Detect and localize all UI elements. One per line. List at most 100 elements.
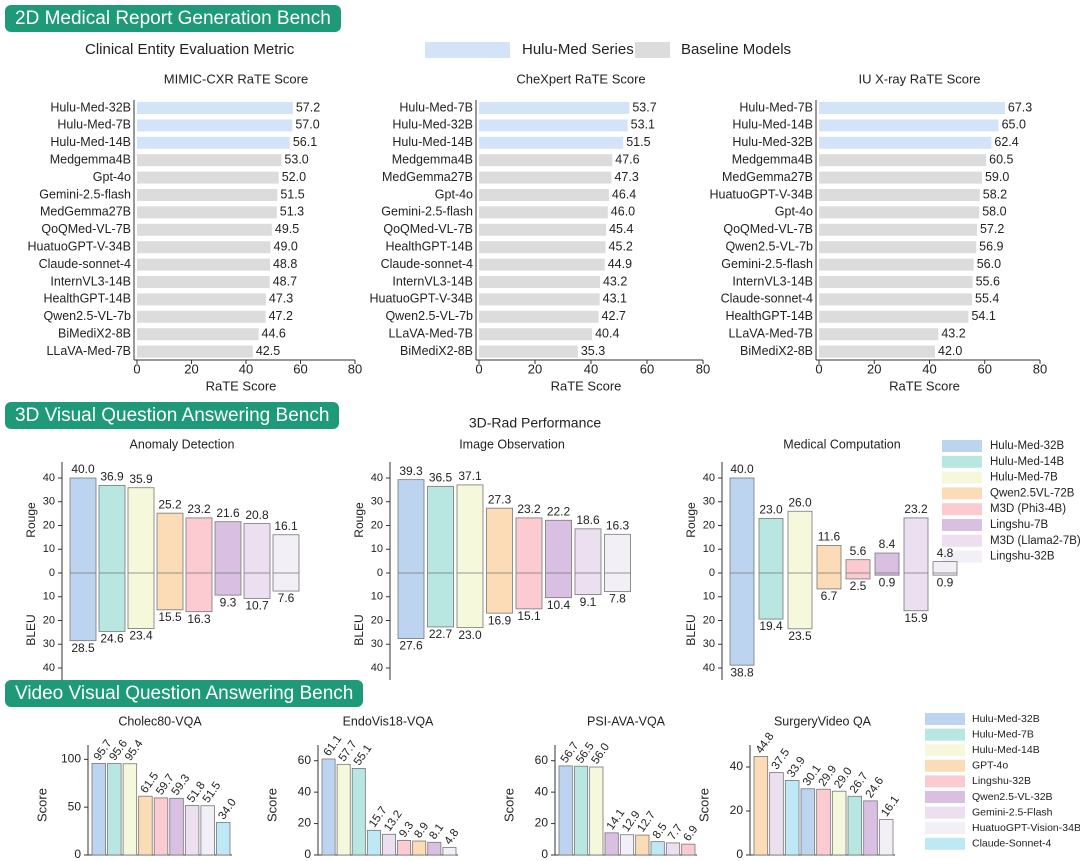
section-header-video-vqa: Video Visual Question Answering Bench	[5, 680, 364, 707]
bar	[479, 206, 608, 219]
value-label: 58.2	[983, 187, 1007, 201]
bar	[137, 119, 293, 132]
x-tick-label: 0	[475, 361, 482, 376]
legend-label: Lingshu-32B	[990, 551, 1055, 563]
bar	[479, 310, 599, 323]
bleu-value-label: 7.8	[609, 592, 626, 606]
bar	[272, 534, 300, 592]
category-label: HuatuoGPT-V-34B	[709, 187, 813, 201]
x-axis-label: RaTE Score	[206, 378, 277, 393]
section-header-report: 2D Medical Report Generation Bench	[5, 5, 341, 32]
bar	[515, 517, 543, 610]
value-label: 42.0	[938, 344, 962, 358]
bleu-value-label: 10.7	[245, 599, 269, 613]
legend-label: Hulu-Med-7B	[990, 472, 1058, 484]
y-tick-label: 20	[371, 614, 383, 626]
value-label: 49.5	[275, 222, 299, 236]
bar	[479, 345, 578, 358]
rouge-value-label: 16.1	[274, 519, 298, 533]
bar	[137, 310, 266, 323]
bar	[137, 136, 290, 149]
y-axis-label-rouge: Rouge	[24, 502, 38, 538]
bar	[137, 345, 253, 358]
value-label: 47.6	[615, 152, 639, 166]
y-axis-label-bleu: BLEU	[24, 614, 38, 645]
legend-label: GPT-4o	[972, 760, 1008, 772]
value-label: 57.2	[296, 100, 320, 114]
bar	[819, 154, 987, 167]
bleu-value-label: 24.6	[100, 632, 124, 646]
value-label: 7.7	[666, 822, 685, 842]
bar	[650, 841, 665, 856]
bar	[831, 790, 847, 856]
bar	[665, 842, 681, 856]
y-tick-label: 20	[730, 803, 744, 817]
legend-swatch	[942, 455, 982, 468]
bleu-value-label: 16.3	[187, 612, 211, 626]
value-label: 51.5	[280, 187, 304, 201]
bar	[397, 479, 425, 639]
y-tick-label: 20	[703, 519, 715, 531]
y-tick-label: 40	[703, 472, 715, 484]
chart-title: SurgeryVideo QA	[774, 714, 872, 728]
category-label: Hulu-Med-32B	[50, 100, 131, 114]
rouge-value-label: 18.6	[576, 513, 600, 527]
legend-swatch	[942, 550, 982, 563]
value-label: 51.5	[626, 135, 650, 149]
value-label: 49.0	[274, 239, 298, 253]
value-label: 47.3	[614, 170, 638, 184]
value-label: 44.8	[754, 731, 777, 756]
bar	[863, 800, 878, 856]
bar	[604, 832, 619, 856]
y-tick-label: 10	[43, 591, 55, 603]
y-tick-label: 60	[535, 753, 549, 767]
value-label: 53.7	[632, 100, 656, 114]
category-label: Gpt-4o	[775, 205, 813, 219]
x-tick-label: 20	[528, 361, 542, 376]
bar	[456, 484, 484, 629]
bar	[819, 189, 980, 201]
legend-swatch	[942, 440, 982, 452]
value-label: 46.4	[612, 187, 636, 201]
bar	[681, 843, 696, 856]
legend-swatch-hulu	[425, 42, 510, 58]
rouge-value-label: 37.1	[458, 469, 482, 483]
bleu-value-label: 10.4	[547, 598, 571, 612]
bar	[397, 839, 412, 856]
value-label: 56.0	[977, 257, 1001, 271]
bar	[486, 507, 513, 614]
bleu-value-label: 0.9	[937, 575, 954, 589]
value-label: 40.4	[595, 326, 619, 340]
x-tick-label: 40	[239, 361, 253, 376]
bar	[819, 258, 974, 271]
category-label: Claude-sonnet-4	[381, 257, 473, 271]
bar	[200, 805, 215, 856]
bar	[216, 822, 231, 856]
legend-swatch	[925, 822, 965, 835]
y-tick-label: 30	[703, 496, 715, 508]
bleu-value-label: 6.7	[821, 589, 838, 603]
rouge-value-label: 23.0	[759, 503, 783, 517]
bar	[479, 189, 609, 201]
rouge-value-label: 36.5	[429, 470, 453, 484]
value-label: 58.0	[982, 205, 1006, 219]
category-label: LLaVA-Med-7B	[728, 326, 813, 340]
y-tick-label: 10	[703, 543, 715, 555]
bar	[366, 829, 381, 856]
y-tick-label: 0	[304, 847, 311, 861]
y-tick-label: 30	[371, 638, 383, 650]
category-label: Claude-sonnet-4	[39, 257, 131, 271]
chart-title: IU X-ray RaTE Score	[858, 71, 980, 86]
rouge-value-label: 22.2	[547, 504, 571, 518]
bar	[138, 795, 153, 856]
legend-label: HuatuoGPT-Vision-34B	[972, 822, 1080, 834]
y-tick-label: 0	[49, 567, 55, 579]
category-label: QoQMed-VL-7B	[723, 222, 813, 236]
category-label: Qwen2.5-VL-7b	[43, 309, 131, 323]
y-tick-label: 40	[730, 759, 744, 773]
bleu-value-label: 9.3	[220, 595, 237, 609]
value-label: 53.1	[631, 118, 655, 132]
bar	[137, 241, 271, 254]
